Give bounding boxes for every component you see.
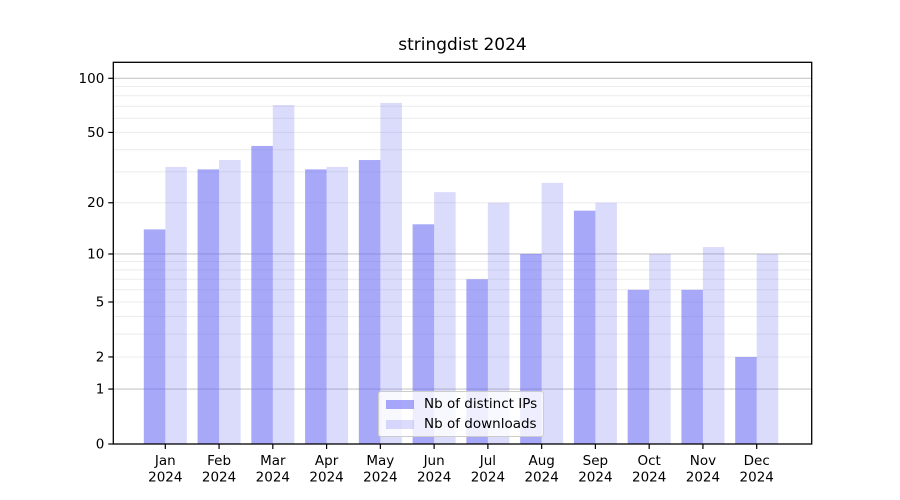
x-tick-label-year: 2024 xyxy=(524,470,558,486)
y-tick-label: 1 xyxy=(96,382,105,398)
bar-downloads-nov xyxy=(702,247,725,444)
legend-item-distinct-ips: Nb of distinct IPs xyxy=(386,396,538,412)
y-tick-label: 20 xyxy=(87,195,104,211)
x-tick-label-month: Sep xyxy=(583,453,608,469)
bar-downloads-feb xyxy=(219,160,241,444)
bar-downloads-jan xyxy=(165,166,187,444)
legend-label-downloads: Nb of downloads xyxy=(424,416,537,432)
x-tick-label-year: 2024 xyxy=(578,470,612,486)
legend-label-distinct-ips: Nb of distinct IPs xyxy=(424,396,538,412)
y-tick-label: 100 xyxy=(79,71,105,87)
bar-distinct-ips-apr xyxy=(305,169,327,444)
bar-distinct-ips-oct xyxy=(627,289,650,444)
x-tick-label-year: 2024 xyxy=(740,470,774,486)
bar-distinct-ips-jun xyxy=(412,224,435,444)
y-tick-label: 10 xyxy=(87,246,104,262)
x-tick-label-month: Feb xyxy=(207,453,231,469)
x-tick-label-month: Nov xyxy=(690,453,716,469)
bar-downloads-oct xyxy=(649,253,671,444)
x-tick-label-year: 2024 xyxy=(632,470,666,486)
x-tick-label-year: 2024 xyxy=(417,470,451,486)
x-tick-label-month: Dec xyxy=(744,453,770,469)
bar-distinct-ips-nov xyxy=(681,289,703,444)
x-tick-label-month: Apr xyxy=(315,453,339,469)
chart-title: stringdist 2024 xyxy=(398,35,527,55)
bar-distinct-ips-jan xyxy=(143,229,166,444)
x-tick-label-month: Jun xyxy=(423,453,445,469)
bar-distinct-ips-may xyxy=(358,160,381,444)
x-tick-label-month: Jul xyxy=(479,453,496,469)
bar-downloads-may xyxy=(380,102,402,445)
x-tick-label-year: 2024 xyxy=(256,470,290,486)
bar-downloads-sep xyxy=(595,202,617,444)
x-tick-label-year: 2024 xyxy=(363,470,397,486)
bar-downloads-apr xyxy=(326,166,349,444)
bar-distinct-ips-mar xyxy=(251,145,273,445)
x-tick-label-month: May xyxy=(366,453,394,469)
legend: Nb of distinct IPs Nb of downloads xyxy=(378,391,544,437)
plot-border xyxy=(112,61,813,445)
bar-downloads-mar xyxy=(272,105,295,444)
x-tick-label-year: 2024 xyxy=(202,470,236,486)
legend-swatch-distinct-ips xyxy=(386,399,414,409)
x-tick-label-month: Jan xyxy=(154,453,176,469)
x-tick-label-month: Oct xyxy=(638,453,661,469)
bar-downloads-dec xyxy=(756,253,779,444)
x-tick-label-year: 2024 xyxy=(686,470,720,486)
x-tick-label-month: Aug xyxy=(528,453,554,469)
y-tick-label: 2 xyxy=(96,349,105,365)
bar-distinct-ips-dec xyxy=(735,356,757,444)
bar-downloads-jun xyxy=(434,192,456,444)
y-tick-label: 0 xyxy=(96,437,105,453)
x-tick-label-year: 2024 xyxy=(309,470,343,486)
bar-distinct-ips-sep xyxy=(573,210,596,444)
bar-downloads-jul xyxy=(487,202,510,444)
x-tick-label-month: Mar xyxy=(260,453,286,469)
y-tick-label: 50 xyxy=(87,125,104,141)
y-tick-label: 5 xyxy=(96,295,105,311)
bar-downloads-aug xyxy=(541,182,564,444)
legend-swatch-downloads xyxy=(386,419,414,429)
x-tick-label-year: 2024 xyxy=(471,470,505,486)
bar-distinct-ips-feb xyxy=(197,169,220,444)
x-tick-label-year: 2024 xyxy=(148,470,182,486)
legend-item-downloads: Nb of downloads xyxy=(386,416,537,432)
